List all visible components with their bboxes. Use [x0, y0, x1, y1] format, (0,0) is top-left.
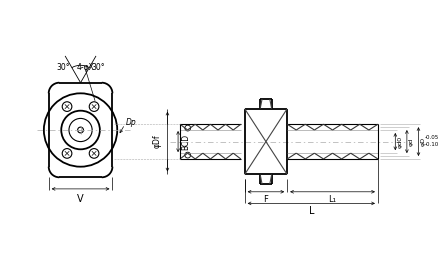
Text: V: V	[77, 194, 84, 204]
Text: 4-φX: 4-φX	[76, 63, 94, 72]
Text: L₁: L₁	[328, 195, 336, 204]
Text: -0.05: -0.05	[423, 135, 438, 140]
Text: 30°: 30°	[91, 63, 105, 72]
Text: L: L	[308, 206, 313, 216]
Text: φd: φd	[408, 138, 413, 146]
Text: φd0: φd0	[396, 135, 401, 148]
Text: 30°: 30°	[56, 63, 70, 72]
Text: φD: φD	[420, 137, 424, 146]
Text: -0.10: -0.10	[423, 142, 438, 147]
Text: BCD: BCD	[180, 134, 190, 150]
Text: Dp: Dp	[126, 118, 136, 127]
Text: F: F	[263, 195, 268, 204]
Text: φDf: φDf	[152, 135, 161, 148]
